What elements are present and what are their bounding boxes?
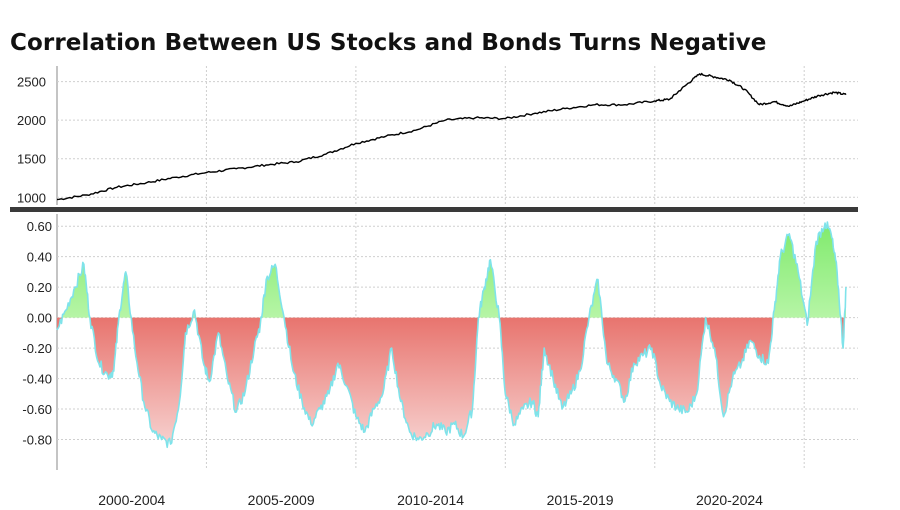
top-y-tick-label: 1000	[17, 190, 46, 205]
bottom-y-tick-label: -0.80	[22, 433, 52, 448]
top-panel-series	[56, 72, 847, 201]
top-y-tick-label: 2000	[17, 113, 46, 128]
bottom-y-tick-label: 0.40	[27, 250, 52, 265]
bottom-y-tick-label: -0.20	[22, 341, 52, 356]
bottom-y-tick-label: -0.40	[22, 372, 52, 387]
bottom-panel-series	[56, 221, 847, 449]
bottom-y-tick-label: 0.20	[27, 280, 52, 295]
bottom-y-tick-label: 0.60	[27, 219, 52, 234]
top-y-tick-label: 1500	[17, 152, 46, 167]
panel-divider[interactable]	[10, 207, 858, 212]
x-tick-label: 2015-2019	[547, 492, 614, 508]
index-line	[56, 72, 847, 201]
bottom-panel-y-axis: 0.60 0.40 0.20 0.00 -0.20 -0.40 -0.60 -0.80	[22, 219, 52, 447]
x-axis: 2000-2004 2005-2009 2010-2014 2015-2019 2020…	[98, 492, 763, 508]
top-panel-gridlines	[56, 66, 858, 205]
top-panel-y-axis: 2500 2000 1500 1000	[17, 75, 46, 206]
x-tick-label: 2010-2014	[397, 492, 464, 508]
x-tick-label: 2005-2009	[248, 492, 315, 508]
chart-title: Correlation Between US Stocks and Bonds …	[10, 30, 767, 56]
x-tick-label: 2000-2004	[98, 492, 165, 508]
x-tick-label: 2020-2024	[696, 492, 763, 508]
bottom-y-tick-label: -0.60	[22, 402, 52, 417]
negative-correlation-area	[57, 317, 846, 448]
positive-correlation-area	[57, 222, 846, 318]
top-y-tick-label: 2500	[17, 75, 46, 90]
bottom-y-tick-label: 0.00	[27, 311, 52, 326]
correlation-line	[56, 221, 847, 449]
